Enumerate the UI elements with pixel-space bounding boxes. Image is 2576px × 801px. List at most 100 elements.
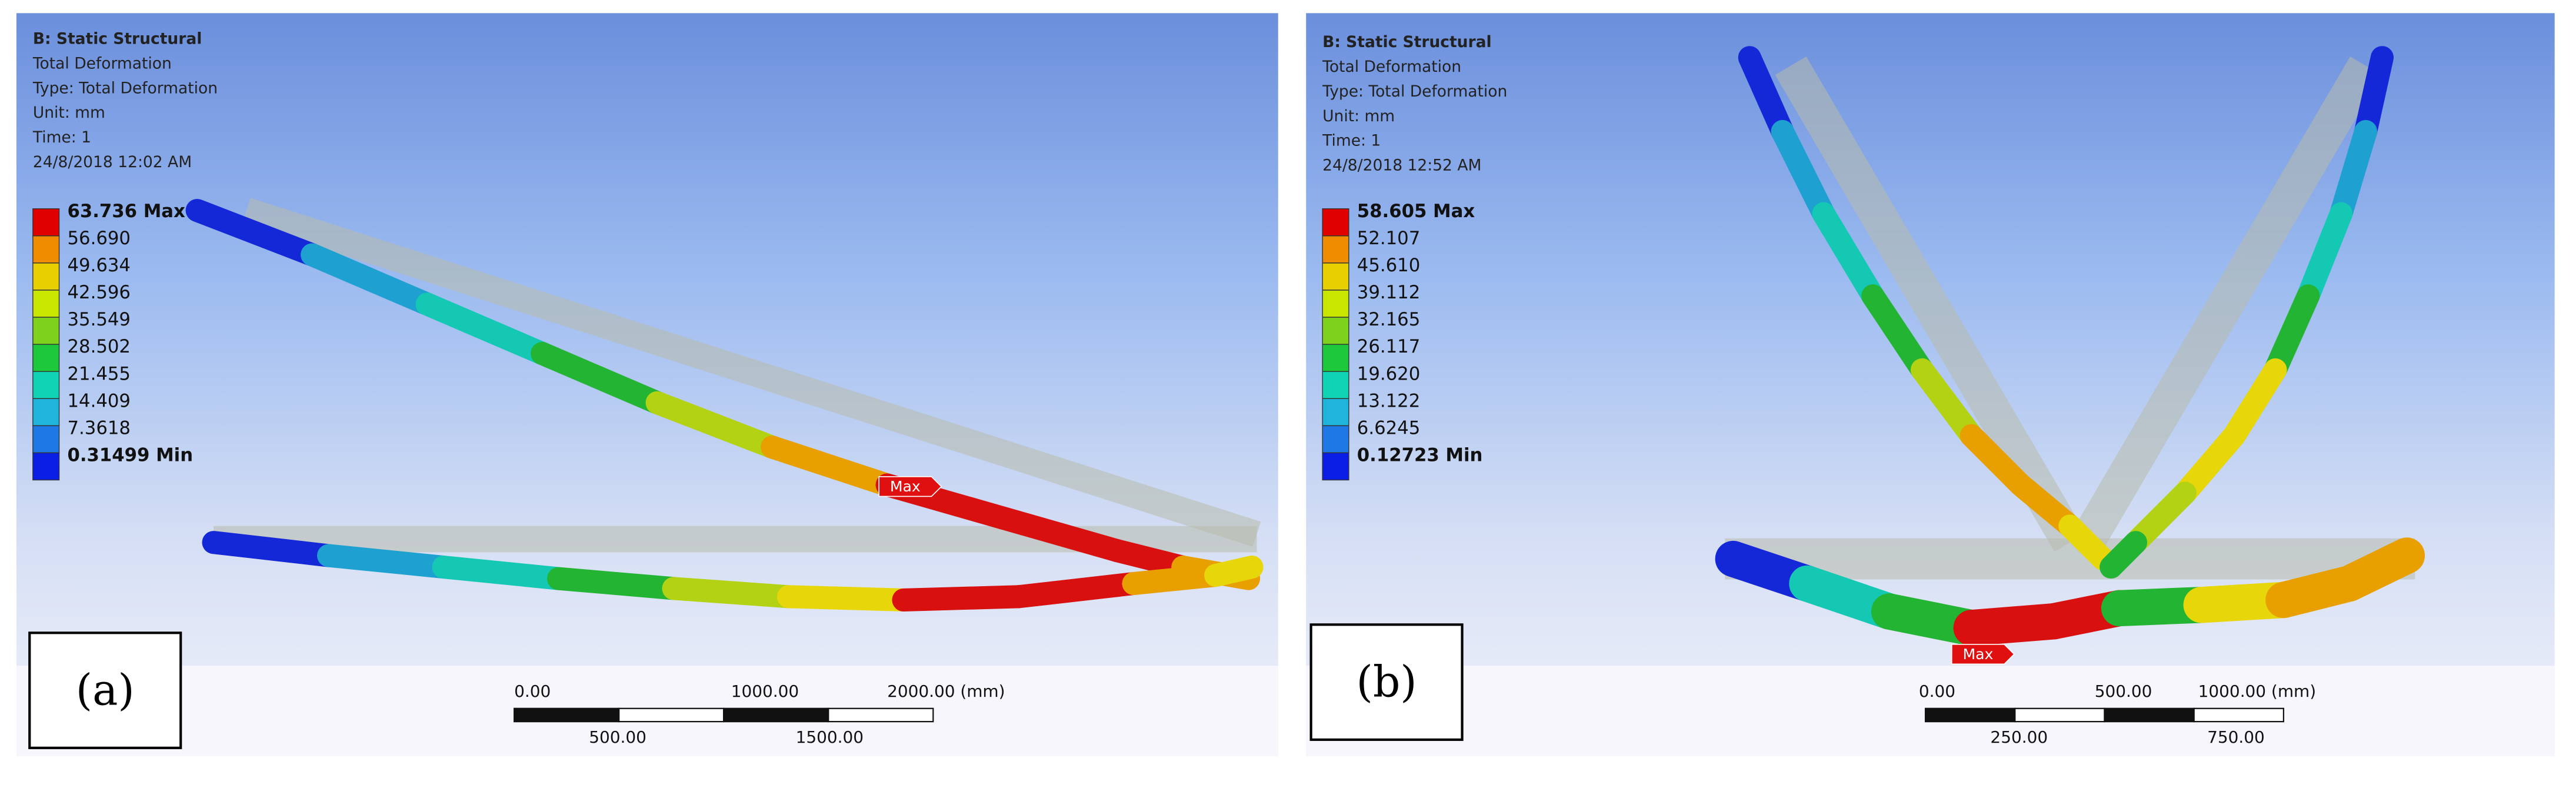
legend-label: 63.736 Max bbox=[68, 201, 186, 222]
legend-swatch bbox=[32, 235, 60, 264]
beam-segment bbox=[1007, 571, 1145, 609]
header-title: B: Static Structural bbox=[1322, 33, 1491, 51]
legend-label: 21.455 bbox=[68, 363, 131, 384]
beam-segment bbox=[432, 556, 571, 590]
scale-segment bbox=[828, 707, 934, 723]
scale-segment bbox=[1924, 707, 2016, 723]
beam-segment bbox=[185, 198, 324, 267]
legend-label: 26.117 bbox=[1357, 336, 1420, 357]
scale-label: 500.00 bbox=[2095, 682, 2152, 701]
legend-swatch bbox=[32, 290, 60, 318]
legend-swatch bbox=[1322, 344, 1349, 372]
legend-swatch bbox=[1322, 317, 1349, 345]
legend-label: 39.112 bbox=[1357, 282, 1420, 303]
legend-swatch bbox=[32, 344, 60, 372]
legend-swatch bbox=[32, 398, 60, 427]
scale-label: 250.00 bbox=[1990, 727, 2048, 747]
scale-label: 1500.00 bbox=[796, 727, 864, 747]
scale-label: 750.00 bbox=[2207, 727, 2265, 747]
header-line: 24/8/2018 12:52 AM bbox=[1322, 157, 1481, 175]
header-line: Type: Total Deformation bbox=[1322, 82, 1507, 101]
beam-segment bbox=[662, 577, 801, 609]
legend-label: 45.610 bbox=[1357, 255, 1420, 276]
scale-label: 1000.00 bbox=[731, 682, 799, 701]
ghost-beam bbox=[1775, 56, 2086, 552]
panel-label-box bbox=[28, 632, 182, 749]
header-line: Total Deformation bbox=[1322, 58, 1461, 76]
beam-segment bbox=[892, 585, 1031, 611]
legend-swatch bbox=[1322, 262, 1349, 291]
scale-label: 2000.00 (mm) bbox=[887, 682, 1005, 701]
beam-segment bbox=[991, 506, 1129, 563]
max-marker bbox=[878, 476, 942, 497]
beam-segment bbox=[301, 243, 439, 316]
legend-label: 19.620 bbox=[1357, 363, 1420, 384]
scale-segment bbox=[2193, 707, 2285, 723]
legend-swatch bbox=[32, 452, 60, 481]
beam-segment bbox=[2354, 46, 2394, 143]
header-line: Total Deformation bbox=[32, 54, 172, 72]
legend-swatch bbox=[32, 425, 60, 454]
beam-segment bbox=[2297, 202, 2353, 308]
viewport bbox=[16, 13, 1278, 756]
legend-swatch bbox=[32, 371, 60, 399]
header-line: Unit: mm bbox=[1322, 107, 1395, 125]
legend-swatch bbox=[32, 317, 60, 345]
legend-swatch bbox=[32, 262, 60, 291]
legend-swatch bbox=[1322, 452, 1349, 481]
panel-label: (a) bbox=[76, 666, 135, 716]
ghost-beam bbox=[2071, 56, 2382, 552]
legend-label: 52.107 bbox=[1357, 228, 1420, 249]
scale-segment bbox=[514, 707, 620, 723]
legend-label: 56.690 bbox=[68, 228, 131, 249]
scale-label: 0.00 bbox=[1919, 682, 1955, 701]
beam-segment bbox=[1738, 46, 1794, 143]
legend-swatch bbox=[1322, 235, 1349, 264]
max-marker bbox=[1951, 643, 2015, 665]
scale-label: 0.00 bbox=[514, 682, 551, 701]
legend-label: 42.596 bbox=[68, 282, 131, 303]
beam-segment bbox=[2331, 537, 2425, 602]
legend-label: 0.12723 Min bbox=[1357, 445, 1483, 466]
legend-swatch bbox=[1322, 425, 1349, 454]
beam-segment bbox=[2100, 531, 2148, 579]
beam-segment bbox=[1122, 563, 1228, 596]
beam-segment bbox=[2222, 358, 2287, 447]
beam-segment bbox=[1204, 556, 1264, 587]
legend-label: 58.605 Max bbox=[1357, 201, 1475, 222]
beam-segment bbox=[415, 293, 554, 365]
beam-segment bbox=[2124, 481, 2197, 554]
header-line: Type: Total Deformation bbox=[32, 79, 218, 97]
panel-label: (b) bbox=[1356, 658, 1417, 707]
scale-segment bbox=[2104, 707, 2195, 723]
legend-swatch bbox=[1322, 398, 1349, 427]
legend-label: 28.502 bbox=[68, 336, 131, 357]
header-title: B: Static Structural bbox=[33, 30, 202, 48]
header-line: 24/8/2018 12:02 AM bbox=[33, 153, 192, 171]
panel-label-box bbox=[1309, 623, 1464, 741]
beam-segment bbox=[546, 567, 685, 600]
max-label: Max bbox=[890, 478, 921, 495]
beam-segment bbox=[1861, 284, 1934, 381]
beam-segment bbox=[1812, 202, 1885, 308]
scale-segment bbox=[618, 707, 725, 723]
beam-segment bbox=[202, 531, 341, 567]
legend-label: 14.409 bbox=[68, 390, 131, 411]
beam-segment bbox=[1960, 424, 2032, 497]
scale-segment bbox=[723, 707, 829, 723]
scale-label: 500.00 bbox=[589, 727, 647, 747]
legend-swatch bbox=[1322, 208, 1349, 237]
beam-segment bbox=[2058, 514, 2115, 571]
beam-segment bbox=[761, 436, 899, 497]
legend-swatch bbox=[32, 208, 60, 237]
beam-segment bbox=[531, 341, 669, 414]
beam-segment bbox=[645, 391, 784, 459]
legend-swatch bbox=[1322, 371, 1349, 399]
legend-label: 13.122 bbox=[1357, 390, 1420, 411]
beam-segment bbox=[316, 544, 455, 579]
beam-segment bbox=[1771, 119, 1835, 225]
legend-label: 35.549 bbox=[68, 309, 131, 330]
legend-label: 7.3618 bbox=[68, 417, 131, 438]
header-line: Unit: mm bbox=[33, 104, 105, 122]
